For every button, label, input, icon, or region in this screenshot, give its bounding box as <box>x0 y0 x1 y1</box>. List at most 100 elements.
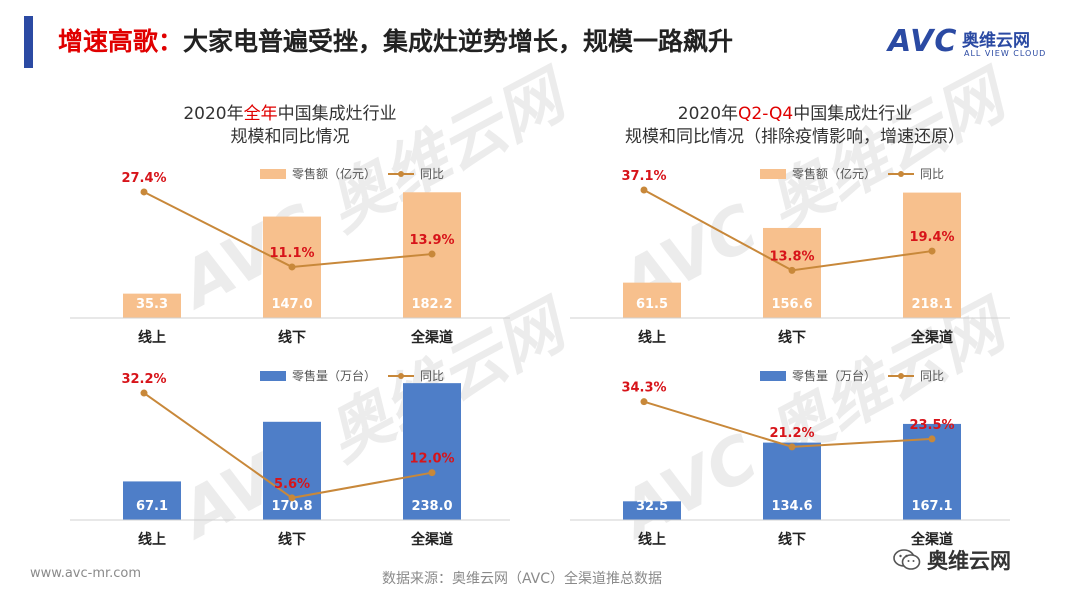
bar <box>903 192 961 318</box>
wechat-name: 奥维云网 <box>927 549 1011 573</box>
bar <box>123 481 181 520</box>
x-tick-label: 全渠道 <box>910 531 953 548</box>
yoy-value-label: 34.3% <box>621 381 666 396</box>
bar <box>263 421 321 520</box>
legend-bar-swatch <box>760 169 786 179</box>
bar-value-label: 170.8 <box>271 499 312 514</box>
x-tick-label: 全渠道 <box>410 531 453 548</box>
title-red: 全年 <box>243 104 278 124</box>
yoy-point <box>288 494 296 502</box>
title-red: Q2-Q4 <box>738 104 794 124</box>
yoy-value-label: 19.4% <box>909 230 954 245</box>
title-line2: 规模和同比情况 <box>230 127 350 147</box>
chart-legend: 零售额（亿元） 同比 <box>760 166 944 181</box>
yoy-point <box>640 186 648 194</box>
chart-legend: 零售量（万台） 同比 <box>760 368 944 383</box>
yoy-point <box>428 469 436 477</box>
bar-value-label: 167.1 <box>911 499 952 514</box>
legend-line-label: 同比 <box>420 369 444 383</box>
x-tick-label: 全渠道 <box>410 329 453 346</box>
yoy-point <box>788 443 796 451</box>
bar-value-label: 32.5 <box>636 499 668 514</box>
x-tick-label: 线下 <box>778 531 806 548</box>
avc-logo: AVC 奥维云网 ALL VIEW CLOUD <box>888 22 1058 64</box>
bar <box>623 282 681 318</box>
bar <box>763 442 821 520</box>
title-post: 中国集成灶行业 <box>793 104 913 124</box>
legend-line-marker <box>398 171 404 177</box>
x-tick-label: 线下 <box>278 329 306 346</box>
legend-line-label: 同比 <box>420 167 444 181</box>
bar-value-label: 67.1 <box>136 499 168 514</box>
yoy-point <box>928 435 936 443</box>
yoy-value-label: 13.8% <box>769 249 814 264</box>
title-post: 中国集成灶行业 <box>277 104 397 124</box>
x-tick-label: 线上 <box>638 531 666 548</box>
legend-bar-label: 零售量（万台） <box>792 368 876 383</box>
legend-line-marker <box>398 373 404 379</box>
yoy-point <box>788 266 796 274</box>
bar <box>403 383 461 520</box>
page-title-rest: 大家电普遍受挫，集成灶逆势增长，规模一路飙升 <box>183 27 734 56</box>
legend-line-marker <box>898 171 904 177</box>
chart-full-year-sales: 零售额（亿元） 同比 35.3 147.0 182.2 线上 线下 全渠道 27.4% 11.1%… <box>70 166 510 346</box>
yoy-value-label: 23.5% <box>909 418 954 433</box>
page-title-highlight: 增速高歌： <box>58 27 184 56</box>
yoy-value-label: 21.2% <box>769 426 814 441</box>
x-tick-label: 全渠道 <box>910 329 953 346</box>
yoy-value-label: 12.0% <box>409 452 454 467</box>
yoy-point <box>140 389 148 397</box>
yoy-point <box>640 398 648 406</box>
legend-bar-label: 零售额（亿元） <box>792 166 876 181</box>
yoy-value-label: 11.1% <box>269 246 314 261</box>
yoy-point <box>288 263 296 271</box>
legend-bar-label: 零售量（万台） <box>292 368 376 383</box>
chart-legend: 零售量（万台） 同比 <box>260 368 444 383</box>
bar-value-label: 238.0 <box>411 499 452 514</box>
bar-value-label: 35.3 <box>136 297 168 312</box>
x-tick-label: 线上 <box>638 329 666 346</box>
x-tick-label: 线下 <box>278 531 306 548</box>
x-tick-label: 线上 <box>138 531 166 548</box>
title-accent-bar <box>24 16 33 68</box>
footer-url: www.avc-mr.com <box>30 566 142 581</box>
yoy-value-label: 5.6% <box>274 477 310 492</box>
legend-bar-swatch <box>260 371 286 381</box>
bar <box>123 293 181 318</box>
chart-title-q2q4: 2020年Q2-Q4中国集成灶行业 规模和同比情况（排除疫情影响，增速还原） <box>555 103 1035 149</box>
yoy-value-label: 32.2% <box>121 372 166 387</box>
yoy-value-label: 37.1% <box>621 169 666 184</box>
wechat-account: 奥维云网 <box>893 545 1011 575</box>
legend-line-marker <box>898 373 904 379</box>
title-pre: 2020年 <box>677 104 739 124</box>
logo-brand: AVC <box>888 24 958 59</box>
bar-value-label: 134.6 <box>771 499 812 514</box>
chart-q2q4-volume: 零售量（万台） 同比 32.5 134.6 167.1 线上 线下 全渠道 34.3% 21.2%… <box>570 368 1010 548</box>
bar-value-label: 182.2 <box>411 297 452 312</box>
yoy-point <box>140 188 148 196</box>
chart-title-full-year: 2020年全年中国集成灶行业 规模和同比情况 <box>70 103 510 149</box>
chart-full-year-volume: 零售量（万台） 同比 67.1 170.8 238.0 线上 线下 全渠道 32.2% 5.6% 1… <box>70 368 510 548</box>
logo-cn: 奥维云网 <box>962 31 1030 51</box>
legend-bar-label: 零售额（亿元） <box>292 166 376 181</box>
bar-value-label: 156.6 <box>771 297 812 312</box>
x-tick-label: 线下 <box>778 329 806 346</box>
chart-legend: 零售额（亿元） 同比 <box>260 166 444 181</box>
title-line2: 规模和同比情况（排除疫情影响，增速还原） <box>625 127 965 147</box>
x-tick-label: 线上 <box>138 329 166 346</box>
yoy-point <box>928 247 936 255</box>
legend-line-label: 同比 <box>920 167 944 181</box>
bar-value-label: 147.0 <box>271 297 312 312</box>
bar-value-label: 61.5 <box>636 297 668 312</box>
legend-bar-swatch <box>760 371 786 381</box>
logo-en: ALL VIEW CLOUD <box>964 49 1047 58</box>
legend-line-label: 同比 <box>920 369 944 383</box>
wechat-icon <box>893 549 921 570</box>
title-pre: 2020年 <box>183 104 244 124</box>
page-title: 增速高歌：大家电普遍受挫，集成灶逆势增长，规模一路飙升 <box>58 22 733 58</box>
yoy-value-label: 13.9% <box>409 233 454 248</box>
bar-value-label: 218.1 <box>911 297 952 312</box>
bar <box>623 501 681 520</box>
yoy-point <box>428 250 436 258</box>
chart-q2q4-sales: 零售额（亿元） 同比 61.5 156.6 218.1 线上 线下 全渠道 37.1% 13.8%… <box>570 166 1010 346</box>
